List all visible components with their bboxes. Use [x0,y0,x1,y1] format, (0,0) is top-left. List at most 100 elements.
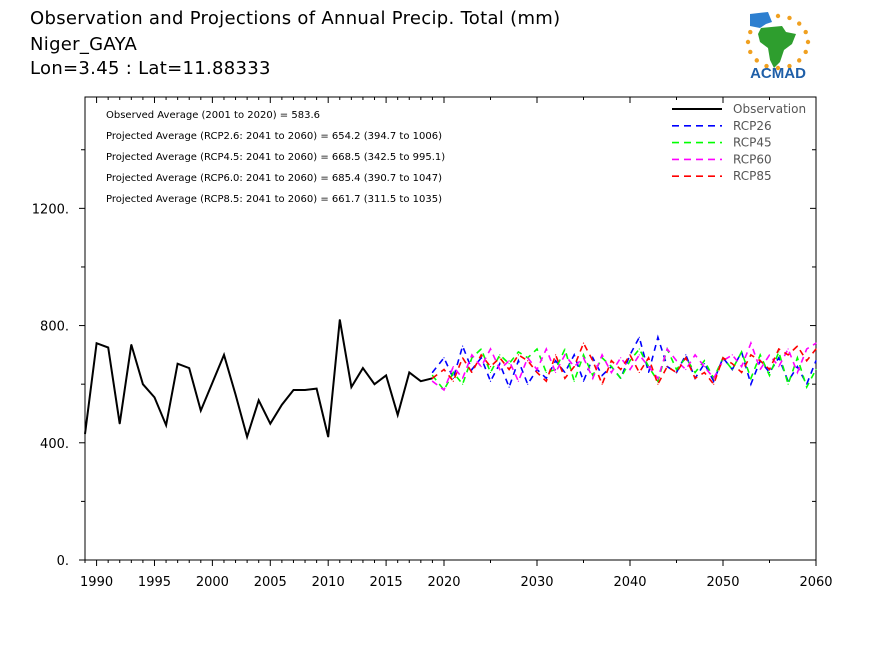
x-tick-label: 2030 [520,575,553,590]
data-point-rcp60 [694,354,696,356]
data-point-rcp45 [610,365,613,368]
data-point-rcp85 [527,360,529,362]
chart-title: Observation and Projections of Annual Pr… [30,8,561,29]
x-tick-label: 2005 [254,575,287,590]
data-point-observation [142,383,144,385]
data-point-rcp45 [573,380,575,382]
data-point-rcp85 [685,357,687,359]
data-point-observation [316,387,318,390]
annotation-rcp45: Projected Average (RCP4.5: 2041 to 2060)… [106,152,445,163]
data-point-observation [107,346,109,349]
data-point-rcp26 [657,336,659,338]
data-point-rcp60 [582,357,585,359]
data-point-observation [304,389,306,391]
data-point-rcp85 [480,354,482,356]
annotation-rcp85: Projected Average (RCP8.5: 2041 to 2060)… [106,194,442,205]
data-point-rcp85 [629,354,631,356]
data-point-rcp26 [582,380,585,382]
logo-ray-dot [748,29,753,35]
data-point-rcp60 [443,389,445,391]
data-point-rcp85 [638,371,640,374]
data-point-rcp85 [787,354,789,356]
data-point-rcp45 [796,357,799,359]
data-point-rcp45 [545,371,547,374]
data-point-observation [223,354,225,356]
data-point-rcp26 [778,357,780,359]
data-point-rcp85 [657,383,659,385]
annotation-observed: Observed Average (2001 to 2020) = 583.6 [106,110,320,121]
data-point-rcp85 [610,360,613,362]
data-point-rcp45 [480,348,482,350]
data-point-observation [408,371,410,374]
data-point-rcp26 [431,371,434,374]
data-point-rcp45 [620,377,622,379]
logo-ray-dot [797,21,802,26]
data-point-rcp45 [787,383,789,385]
data-point-observation [292,389,295,391]
data-point-rcp45 [750,377,752,379]
x-tick-label: 1990 [80,575,113,590]
data-point-rcp60 [741,365,743,368]
data-point-rcp60 [759,368,761,371]
data-point-rcp60 [564,354,566,356]
data-point-rcp45 [536,348,538,350]
data-point-rcp60 [666,348,668,350]
x-tick-label: 1995 [138,575,171,590]
logo-text: ACMAD [750,65,806,82]
annotation-rcp26: Projected Average (RCP2.6: 2041 to 2060)… [106,131,442,142]
data-point-rcp60 [601,354,603,356]
data-point-rcp60 [685,368,687,371]
data-point-rcp26 [573,354,575,356]
annotations: Observed Average (2001 to 2020) = 583.6 … [106,110,445,205]
logo-ray-dot [803,29,808,35]
data-point-rcp85 [517,354,520,356]
data-point-rcp85 [731,363,733,365]
data-point-rcp45 [564,348,566,350]
x-tick-label: 2010 [312,575,345,590]
data-point-rcp26 [471,368,473,371]
data-point-rcp85 [508,368,510,371]
data-point-rcp85 [768,368,771,371]
data-point-rcp45 [582,354,585,356]
series-line-rcp85 [431,341,817,387]
data-point-rcp26 [499,363,501,365]
x-tick-label: 2050 [706,575,739,590]
data-point-rcp60 [508,360,510,362]
data-point-observation [397,414,399,416]
data-point-rcp60 [462,377,464,379]
acmad-logo: ACMAD [745,12,811,82]
data-point-rcp26 [685,354,687,356]
data-point-rcp45 [629,360,631,362]
data-point-rcp26 [648,371,650,374]
data-point-rcp85 [666,365,668,368]
data-point-rcp60 [620,357,622,359]
y-tick-label: 400. [40,437,69,452]
legend-label-rcp26: RCP26 [733,119,772,133]
data-point-rcp45 [675,368,678,371]
data-point-rcp85 [431,377,434,379]
station-name: Niger_GAYA [30,34,138,55]
data-point-observation [246,436,248,438]
data-point-rcp60 [536,368,538,371]
data-point-rcp26 [489,380,492,382]
logo-ray-dot [775,65,781,71]
data-point-rcp45 [657,380,659,382]
africa-continent-icon [758,26,796,68]
data-point-rcp26 [527,383,529,385]
data-point-rcp85 [648,357,650,359]
data-point-rcp60 [431,380,434,382]
data-point-rcp45 [741,351,743,353]
data-point-rcp60 [480,365,482,368]
data-point-rcp26 [564,371,566,374]
logo-ray-dot [787,63,792,69]
data-point-observation [165,424,167,426]
data-point-rcp60 [648,365,650,368]
data-point-rcp60 [703,365,706,368]
data-point-rcp60 [592,377,594,379]
data-point-rcp26 [815,360,817,362]
data-point-rcp85 [471,371,473,374]
data-point-rcp85 [582,342,585,344]
data-point-rcp60 [722,360,724,362]
data-point-rcp60 [787,348,789,350]
